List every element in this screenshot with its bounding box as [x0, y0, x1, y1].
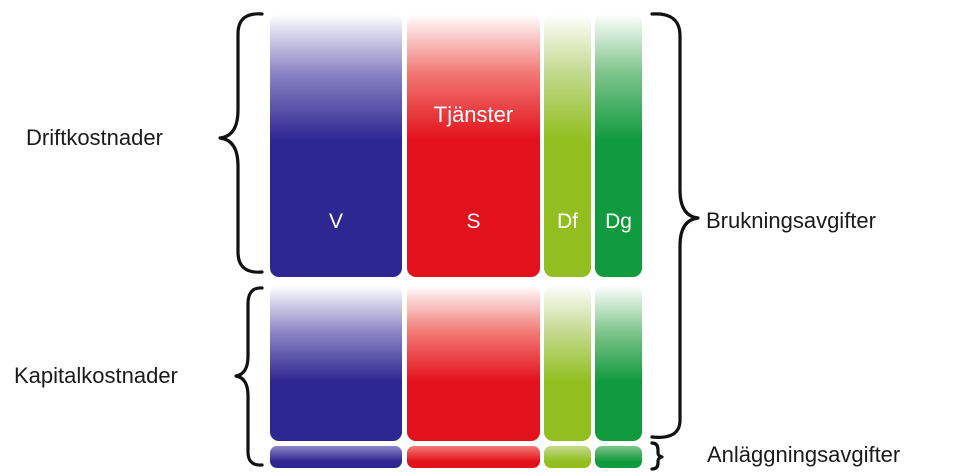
strip-dg-anlaggning	[595, 446, 642, 468]
column-label-dg: Dg	[605, 210, 632, 233]
kapitalkostnader-label: Kapitalkostnader	[14, 363, 178, 388]
brace-anlaggningsavgifter	[650, 441, 664, 471]
strip-s-anlaggning	[407, 446, 540, 468]
brace-kapitalkostnader	[234, 286, 264, 467]
block-s-drift	[407, 14, 540, 277]
strip-df-anlaggning	[544, 446, 591, 468]
anlaggningsavgifter-label: Anläggningsavgifter	[707, 442, 901, 467]
column-label-df: Df	[557, 210, 578, 233]
brukningsavgifter-label: Brukningsavgifter	[706, 208, 876, 233]
brace-driftkostnader	[218, 12, 264, 274]
tjanster-label: Tjänster	[433, 102, 514, 127]
driftkostnader-label: Driftkostnader	[26, 125, 163, 150]
column-label-v: V	[328, 210, 343, 233]
block-v-kapital	[270, 285, 402, 441]
block-df-kapital	[544, 285, 591, 441]
block-s-kapital	[407, 285, 540, 441]
block-df-drift	[544, 14, 591, 277]
block-dg-drift	[595, 14, 642, 277]
brace-brukningsavgifter	[650, 12, 700, 439]
column-label-s: S	[466, 210, 481, 233]
strip-v-anlaggning	[270, 446, 402, 468]
block-dg-kapital	[595, 285, 642, 441]
block-v-drift	[270, 14, 402, 277]
